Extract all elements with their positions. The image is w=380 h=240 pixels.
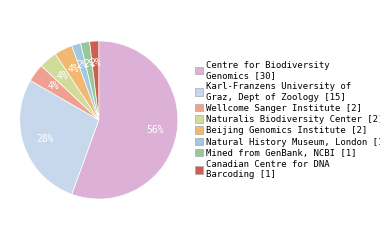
- Text: 2%: 2%: [90, 58, 101, 68]
- Legend: Centre for Biodiversity
Genomics [30], Karl-Franzens University of
Graz, Dept of: Centre for Biodiversity Genomics [30], K…: [195, 60, 380, 180]
- Wedge shape: [90, 41, 99, 120]
- Text: 56%: 56%: [146, 125, 164, 135]
- Text: 2%: 2%: [77, 60, 89, 71]
- Wedge shape: [30, 66, 99, 120]
- Text: 4%: 4%: [47, 81, 59, 91]
- Wedge shape: [72, 43, 99, 120]
- Wedge shape: [72, 41, 178, 199]
- Wedge shape: [81, 42, 99, 120]
- Wedge shape: [55, 46, 99, 120]
- Wedge shape: [41, 54, 99, 120]
- Wedge shape: [20, 80, 99, 194]
- Text: 2%: 2%: [83, 59, 95, 69]
- Text: 4%: 4%: [67, 64, 79, 74]
- Text: 28%: 28%: [36, 134, 54, 144]
- Text: 4%: 4%: [56, 72, 68, 81]
